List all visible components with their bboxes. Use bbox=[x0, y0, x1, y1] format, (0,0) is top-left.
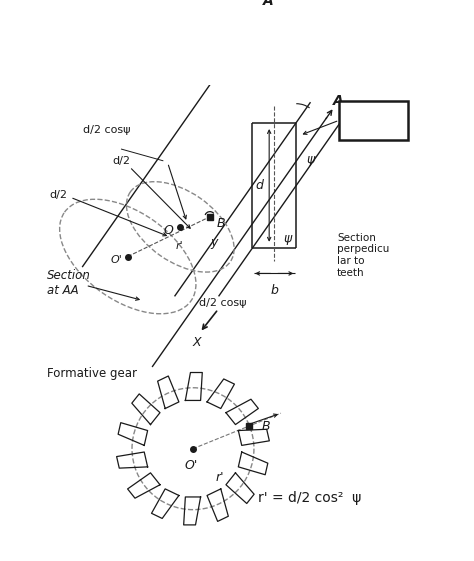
Text: d/2: d/2 bbox=[49, 190, 67, 200]
Text: Pitch
Cylinder: Pitch Cylinder bbox=[349, 106, 398, 134]
Text: A: A bbox=[263, 0, 274, 8]
Text: r': r' bbox=[216, 471, 224, 484]
Text: B: B bbox=[261, 420, 270, 433]
Text: Formative gear: Formative gear bbox=[46, 366, 137, 380]
Text: b: b bbox=[270, 284, 278, 297]
Text: r': r' bbox=[176, 241, 183, 251]
Text: d/2 cosψ: d/2 cosψ bbox=[199, 298, 246, 308]
Text: B: B bbox=[217, 217, 225, 230]
FancyBboxPatch shape bbox=[338, 101, 408, 140]
Text: A: A bbox=[333, 94, 344, 108]
Text: Section
perpedicu
lar to
teeth: Section perpedicu lar to teeth bbox=[337, 233, 389, 278]
Text: d/2 cosψ: d/2 cosψ bbox=[83, 125, 130, 135]
Text: X: X bbox=[192, 337, 201, 350]
Text: y: y bbox=[210, 236, 218, 249]
Text: $\psi$: $\psi$ bbox=[283, 233, 293, 247]
Text: $\psi$: $\psi$ bbox=[306, 154, 317, 168]
Text: O': O' bbox=[185, 459, 198, 472]
Text: d: d bbox=[256, 179, 264, 192]
Text: O: O bbox=[164, 224, 173, 237]
Text: d/2: d/2 bbox=[112, 156, 130, 166]
Text: O': O' bbox=[110, 255, 122, 265]
Text: Section
at AA: Section at AA bbox=[46, 269, 91, 297]
Text: r' = d/2 cos²  ψ: r' = d/2 cos² ψ bbox=[258, 491, 361, 505]
